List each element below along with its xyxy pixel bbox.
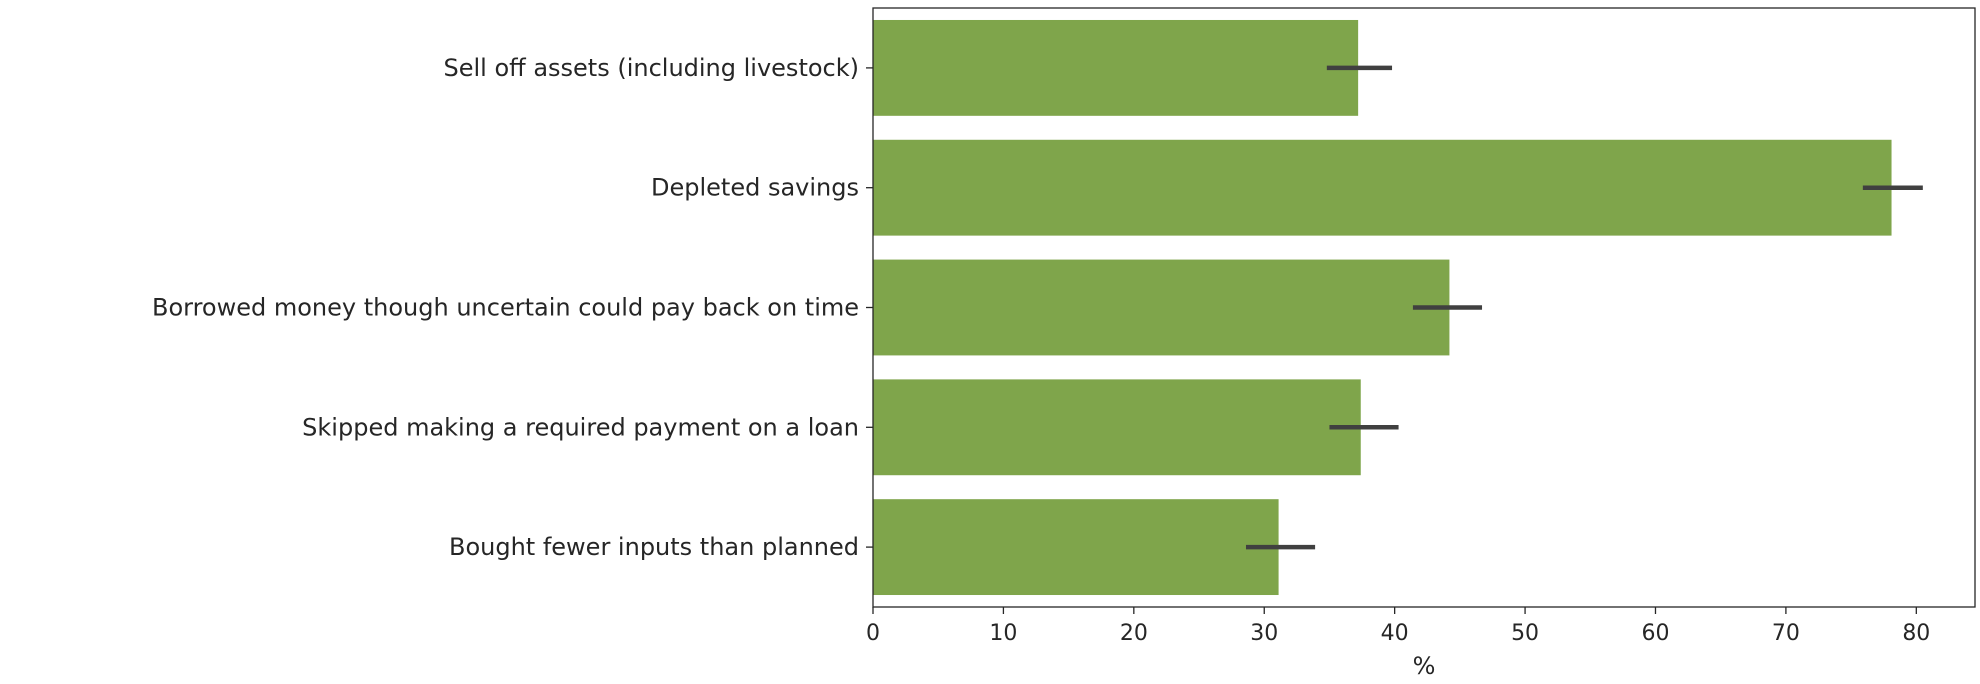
x-tick-label: 60	[1641, 621, 1669, 646]
y-axis: Sell off assets (including livestock) Dep…	[152, 54, 873, 561]
x-tick-label: 20	[1120, 621, 1148, 646]
x-tick-label: 30	[1250, 621, 1278, 646]
bar	[873, 379, 1361, 476]
y-tick-label: Depleted savings	[651, 174, 859, 202]
bar	[873, 259, 1450, 356]
x-axis: 0 10 20 30 40 50 60 70 80	[866, 607, 1930, 646]
y-tick-label: Sell off assets (including livestock)	[444, 54, 860, 82]
y-tick-label: Borrowed money though uncertain could pa…	[152, 294, 859, 322]
x-tick-label: 70	[1772, 621, 1800, 646]
x-tick-label: 40	[1381, 621, 1409, 646]
y-tick-label: Bought fewer inputs than planned	[449, 533, 859, 561]
y-tick-label: Skipped making a required payment on a l…	[302, 413, 859, 441]
x-axis-title: %	[1413, 652, 1436, 680]
x-tick-label: 80	[1902, 621, 1930, 646]
x-tick-label: 50	[1511, 621, 1539, 646]
x-tick-label: 10	[989, 621, 1017, 646]
bar	[873, 499, 1279, 596]
error-bars-layer	[1245, 65, 1923, 550]
bar	[873, 19, 1359, 116]
bars-layer	[873, 19, 1892, 596]
x-tick-label: 0	[866, 621, 880, 646]
bar	[873, 139, 1892, 236]
